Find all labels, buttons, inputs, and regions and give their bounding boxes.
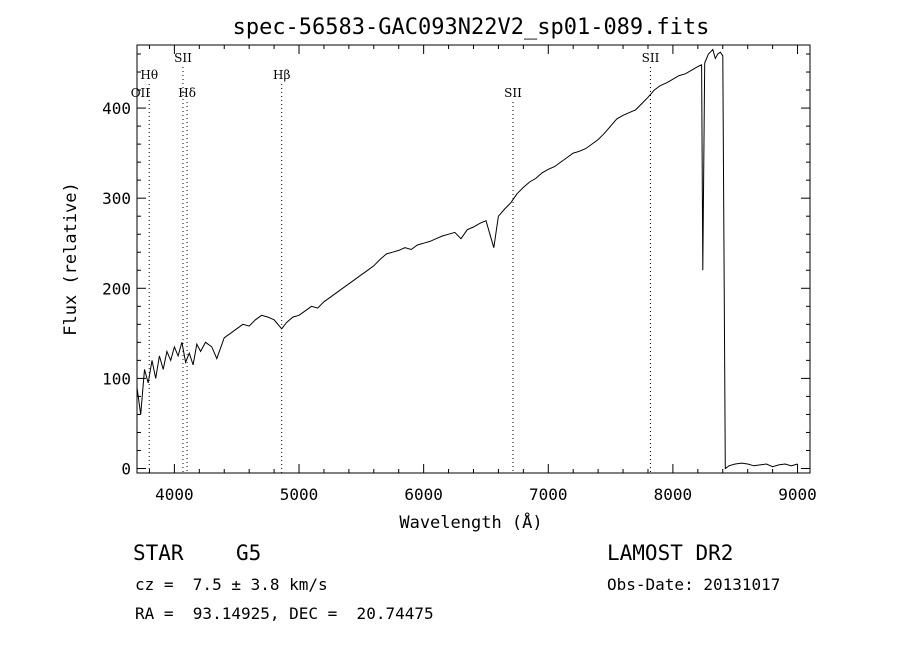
obs-date-line: Obs-Date: 20131017 (607, 575, 781, 594)
x-tick-label: 9000 (778, 485, 817, 504)
x-axis-ticks: 4000 5000 6000 7000 8000 9000 (148, 45, 817, 504)
emission-line-label: SII (642, 51, 660, 65)
x-tick-label: 4000 (155, 485, 194, 504)
y-axis-label: Flux (relative) (61, 182, 81, 336)
x-tick-label: 8000 (654, 485, 693, 504)
chart-title: spec-56583-GAC093N22V2_sp01-089.fits (233, 15, 710, 40)
y-axis-ticks: 0 100 200 300 400 (102, 53, 810, 478)
coordinates-line: RA = 93.14925, DEC = 20.74475 (135, 604, 434, 623)
x-tick-label: 5000 (280, 485, 319, 504)
y-tick-label: 100 (102, 369, 131, 388)
spectrum-series-line (136, 48, 798, 470)
x-tick-label: 7000 (529, 485, 568, 504)
y-tick-label: 200 (102, 279, 131, 298)
plot-frame (136, 44, 811, 474)
object-subclass-label: G5 (236, 541, 262, 565)
x-axis-label: Wavelength (Å) (399, 511, 542, 533)
emission-line-label: Hθ (140, 68, 158, 82)
y-tick-label: 300 (102, 189, 131, 208)
emission-line-label: Hδ (178, 86, 196, 100)
survey-label: LAMOST DR2 (607, 541, 734, 565)
emission-line-markers: OII Hθ SII Hδ Hβ SII SII (131, 51, 660, 473)
x-tick-label: 6000 (404, 485, 443, 504)
object-class-label: STAR (133, 541, 184, 565)
y-tick-label: 400 (102, 99, 131, 118)
emission-line-label: Hβ (273, 68, 290, 82)
y-tick-label: 0 (121, 459, 131, 478)
emission-line-label: SII (174, 51, 192, 65)
emission-line-label: SII (504, 86, 522, 100)
redshift-line: cz = 7.5 ± 3.8 km/s (135, 575, 328, 594)
emission-line-label: OII (131, 86, 151, 100)
